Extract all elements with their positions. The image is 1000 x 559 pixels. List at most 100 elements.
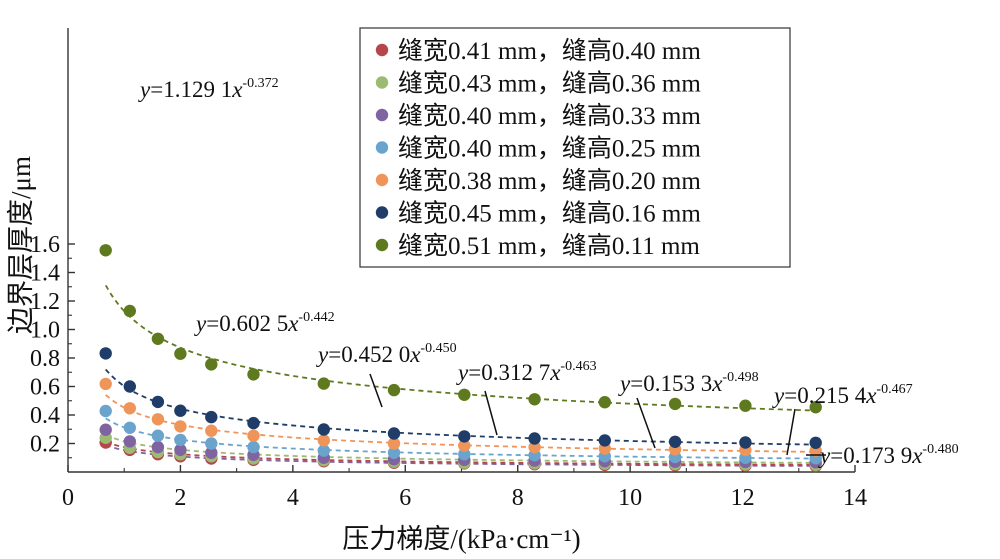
data-point xyxy=(458,448,471,461)
y-axis-title: 边界层厚度/μm xyxy=(6,156,36,334)
x-tick-label: 10 xyxy=(618,485,642,511)
data-point xyxy=(247,440,260,454)
data-point xyxy=(809,401,822,414)
data-point xyxy=(317,423,330,436)
data-point xyxy=(598,396,611,409)
fit-equation: y=1.129 1x-0.372 xyxy=(138,76,279,102)
data-point xyxy=(123,435,136,448)
annotation-leader xyxy=(484,390,498,436)
data-point xyxy=(528,432,541,445)
x-tick-label: 14 xyxy=(843,485,867,511)
data-point xyxy=(317,377,330,390)
data-point xyxy=(99,244,112,257)
legend-label: 缝宽0.41 mm，缝高0.40 mm xyxy=(398,37,701,65)
data-point xyxy=(247,416,260,430)
annotation-leader xyxy=(636,397,656,449)
y-tick-label: 1.0 xyxy=(30,318,60,344)
y-tick-label: 0.8 xyxy=(30,346,60,372)
legend-marker xyxy=(375,173,389,187)
data-point xyxy=(174,433,187,447)
y-tick-label: 1.6 xyxy=(30,232,60,258)
x-tick-label: 6 xyxy=(399,485,411,511)
data-point xyxy=(151,332,165,345)
fit-curve-5 xyxy=(105,434,814,464)
x-tick-label: 12 xyxy=(731,485,755,511)
fit-curve-1 xyxy=(105,368,815,446)
legend-label: 缝宽0.43 mm，缝高0.36 mm xyxy=(398,70,701,98)
data-point xyxy=(99,404,112,418)
legend-marker xyxy=(375,108,389,122)
legend-marker xyxy=(375,206,389,219)
y-tick-label: 1.2 xyxy=(30,289,60,315)
legend-label: 缝宽0.40 mm，缝高0.25 mm xyxy=(398,135,701,163)
legend-label: 缝宽0.51 mm，缝高0.11 mm xyxy=(398,232,700,260)
data-point xyxy=(174,347,187,360)
data-point xyxy=(387,427,401,440)
x-axis-title: 压力梯度/(kPa·cm⁻¹) xyxy=(342,524,580,554)
y-tick-label: 1.4 xyxy=(30,261,60,287)
data-point xyxy=(99,423,112,436)
data-point xyxy=(174,443,187,457)
x-tick-label: 0 xyxy=(62,485,74,511)
fit-equation: y=0.215 4x-0.467 xyxy=(772,382,913,408)
data-point xyxy=(205,410,218,424)
x-tick-label: 2 xyxy=(174,485,186,511)
data-point xyxy=(123,380,136,393)
data-point xyxy=(458,388,471,401)
data-point xyxy=(387,383,401,397)
fit-equation: y=0.153 3x-0.498 xyxy=(618,370,759,396)
data-point xyxy=(205,424,218,437)
data-point xyxy=(317,444,330,457)
data-point xyxy=(123,304,136,318)
data-point xyxy=(739,436,752,449)
data-point xyxy=(247,429,260,442)
data-point xyxy=(151,440,165,454)
data-point xyxy=(317,434,330,447)
data-point xyxy=(387,446,401,459)
legend-marker xyxy=(375,76,389,89)
data-point xyxy=(151,413,165,426)
data-point xyxy=(809,436,822,449)
data-point xyxy=(458,430,471,443)
fit-equation: y=0.452 0x-0.450 xyxy=(316,341,457,367)
legend-marker xyxy=(375,238,389,252)
data-point xyxy=(458,439,471,452)
data-point xyxy=(668,397,682,411)
data-point xyxy=(123,421,136,434)
data-point xyxy=(387,437,401,450)
fit-curve-0 xyxy=(104,284,815,412)
data-point xyxy=(739,399,752,412)
x-tick-label: 8 xyxy=(512,485,524,511)
data-point xyxy=(668,435,682,448)
data-point xyxy=(247,368,260,381)
data-point xyxy=(151,429,165,442)
data-point xyxy=(528,393,541,406)
annotation-leader xyxy=(786,408,796,456)
fit-equation: y=0.312 7x-0.463 xyxy=(456,359,597,385)
data-point xyxy=(205,358,218,371)
legend-label: 缝宽0.45 mm，缝高0.16 mm xyxy=(398,200,701,228)
legend-label: 缝宽0.40 mm，缝高0.33 mm xyxy=(398,102,701,130)
data-point xyxy=(123,402,136,415)
data-point xyxy=(99,377,112,391)
fit-equation: y=0.173 9x-0.480 xyxy=(818,442,959,468)
legend-box xyxy=(359,27,791,268)
data-point xyxy=(205,437,218,450)
data-point xyxy=(174,420,187,433)
legend-label: 缝宽0.38 mm，缝高0.20 mm xyxy=(398,167,701,195)
fit-curve-3 xyxy=(105,417,814,460)
legend-marker xyxy=(375,43,389,57)
y-tick-label: 0.2 xyxy=(30,432,60,458)
data-point xyxy=(174,404,187,417)
x-tick-label: 4 xyxy=(287,485,299,511)
data-point xyxy=(205,446,218,459)
data-point xyxy=(99,347,112,360)
data-point xyxy=(528,440,541,454)
fit-equation: y=0.602 5x-0.442 xyxy=(194,310,335,336)
data-point xyxy=(151,395,165,409)
legend-marker xyxy=(375,141,389,154)
y-tick-label: 0.4 xyxy=(30,403,60,429)
data-point xyxy=(598,434,611,447)
